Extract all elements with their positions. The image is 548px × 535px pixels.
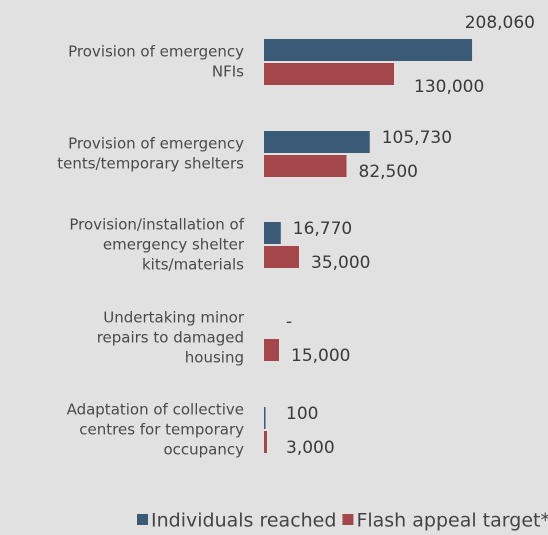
value-label: 100 [286,404,318,424]
category-label: Provision of emergency [68,135,244,153]
category-label: tents/temporary shelters [57,155,244,173]
legend-swatch [342,514,354,525]
category-label: NFIs [212,63,244,81]
value-label: 208,060 [465,13,535,33]
value-label: 105,730 [382,128,452,148]
category-label: Undertaking minor [103,309,245,327]
category-label: Provision/installation of [69,216,244,234]
value-label: 130,000 [414,77,484,97]
bar [264,39,473,61]
legend-label: Flash appeal target* [356,510,548,532]
category-label: kits/materials [142,256,244,274]
bar [264,407,266,429]
bar [264,246,299,268]
value-label: 82,500 [359,162,418,182]
bar [264,339,279,361]
value-label: 35,000 [311,253,370,273]
legend-swatch [137,514,148,525]
category-label: emergency shelter [103,236,245,254]
bar [264,431,267,453]
category-label: occupancy [163,441,244,459]
value-label: - [286,312,292,332]
category-label: centres for temporary [79,421,244,439]
value-label: 16,770 [293,219,352,239]
bar [264,63,394,85]
bar [264,155,347,177]
value-label: 3,000 [286,438,335,458]
bar [264,131,370,153]
legend-label: Individuals reached [151,510,336,532]
bar [264,222,281,244]
category-label: Adaptation of collective [67,401,244,419]
category-label: repairs to damaged [97,329,244,347]
value-label: 15,000 [291,346,350,366]
category-label: Provision of emergency [68,43,244,61]
category-label: housing [185,349,244,367]
